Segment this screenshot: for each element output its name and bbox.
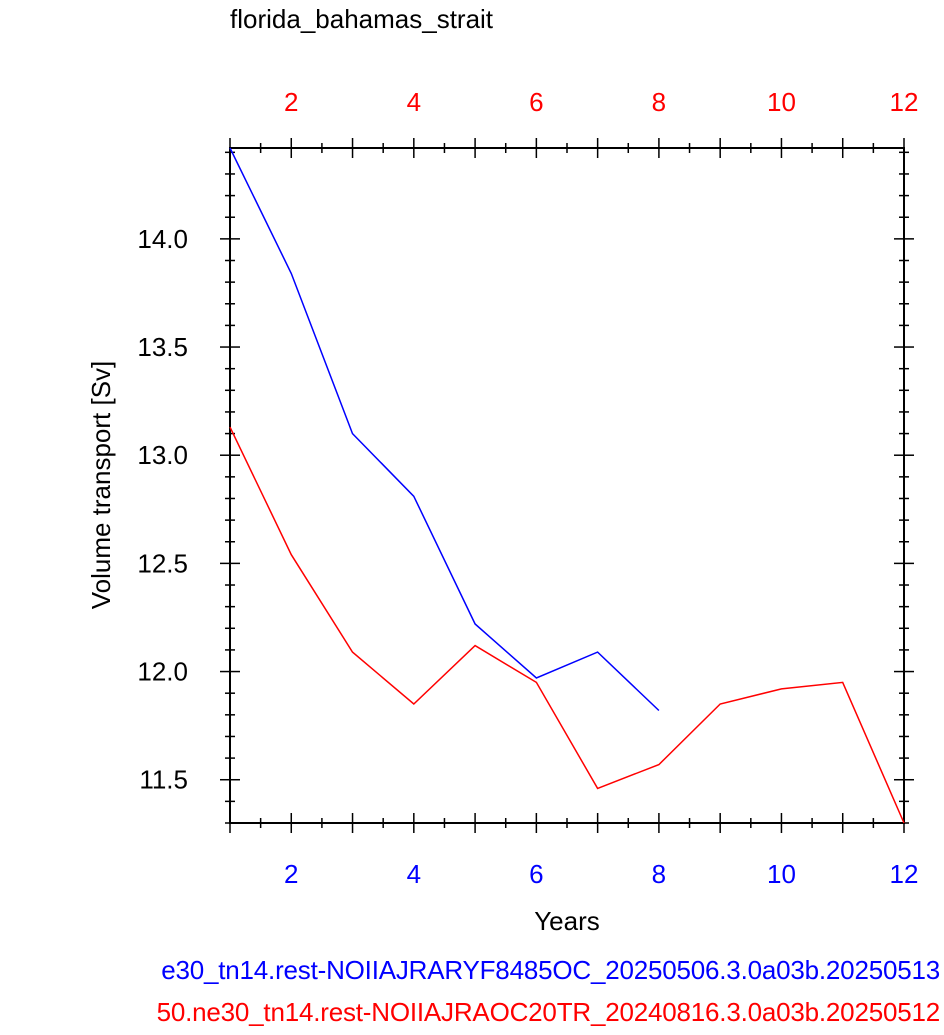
- x-tick-label-top: 2: [284, 87, 298, 117]
- y-axis-label: Volume transport [Sv]: [86, 361, 116, 610]
- y-tick-label: 11.5: [139, 765, 188, 795]
- legend-entry-blue: e30_tn14.rest-NOIIAJRARYF8485OC_20250506…: [161, 955, 940, 985]
- plot-frame: [229, 147, 905, 824]
- chart-title: florida_bahamas_strait: [230, 4, 494, 34]
- y-tick-label: 12.0: [137, 657, 188, 687]
- x-tick-label-bottom: 10: [767, 859, 796, 889]
- x-tick-label-bottom: 12: [890, 859, 919, 889]
- x-tick-label-bottom: 8: [652, 859, 666, 889]
- legend-entry-red: 50.ne30_tn14.rest-NOIIAJRAOC20TR_2024081…: [156, 997, 941, 1027]
- x-tick-label-top: 6: [529, 87, 543, 117]
- x-tick-label-top: 8: [652, 87, 666, 117]
- y-tick-label: 13.0: [137, 440, 188, 470]
- axis-tick-labels: 2 4 6 8 10 12 2 4 6 8 10 12 11.5 12.0 12.5 13.0 13.5 14.0: [137, 87, 918, 889]
- x-tick-label-top: 12: [890, 87, 919, 117]
- x-tick-label-top: 4: [407, 87, 421, 117]
- x-tick-label-bottom: 4: [407, 859, 421, 889]
- y-tick-label: 12.5: [137, 548, 188, 578]
- series-lines: [229, 147, 905, 824]
- axis-ticks: [220, 138, 914, 833]
- x-tick-label-bottom: 2: [284, 859, 298, 889]
- x-tick-label-bottom: 6: [529, 859, 543, 889]
- series-line-red: [229, 426, 905, 824]
- x-axis-label: Years: [534, 906, 600, 936]
- series-line-blue: [229, 147, 660, 712]
- x-tick-label-top: 10: [767, 87, 796, 117]
- y-tick-label: 13.5: [137, 332, 188, 362]
- y-tick-label: 14.0: [137, 224, 188, 254]
